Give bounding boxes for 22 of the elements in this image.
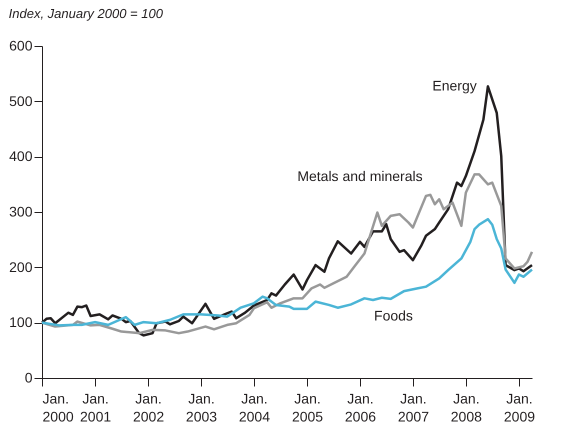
x-tick-label: Jan. 2005	[292, 390, 324, 424]
series-label: Metals and minerals	[297, 168, 423, 184]
x-tick-label: Jan. 2003	[186, 390, 218, 424]
y-tick-label: 600	[9, 38, 33, 54]
y-tick-label: 0	[24, 370, 33, 386]
line-series	[40, 218, 534, 327]
x-tick-label: Jan. 2008	[450, 390, 482, 424]
y-tick-label: 400	[9, 148, 33, 164]
x-tick-label: Jan. 2002	[132, 390, 164, 424]
y-tick-label: 500	[9, 92, 33, 109]
x-tick-label: Jan. 2004	[238, 390, 270, 424]
series-label: Energy	[432, 77, 477, 94]
x-tick-label: Jan. 2009	[504, 390, 536, 424]
series-label: Foods	[374, 308, 413, 324]
y-tick-label: 300	[9, 204, 33, 220]
x-tick-label: Jan. 2001	[80, 390, 112, 424]
x-tick-label: Jan. 2006	[344, 390, 376, 424]
y-axis-title: Index, January 2000 = 100	[8, 6, 164, 21]
x-tick-label: Jan. 2000	[42, 390, 74, 424]
x-tick-label: Jan. 2007	[398, 390, 430, 424]
y-tick-label: 100	[9, 314, 33, 330]
y-tick-label: 200	[9, 258, 33, 275]
